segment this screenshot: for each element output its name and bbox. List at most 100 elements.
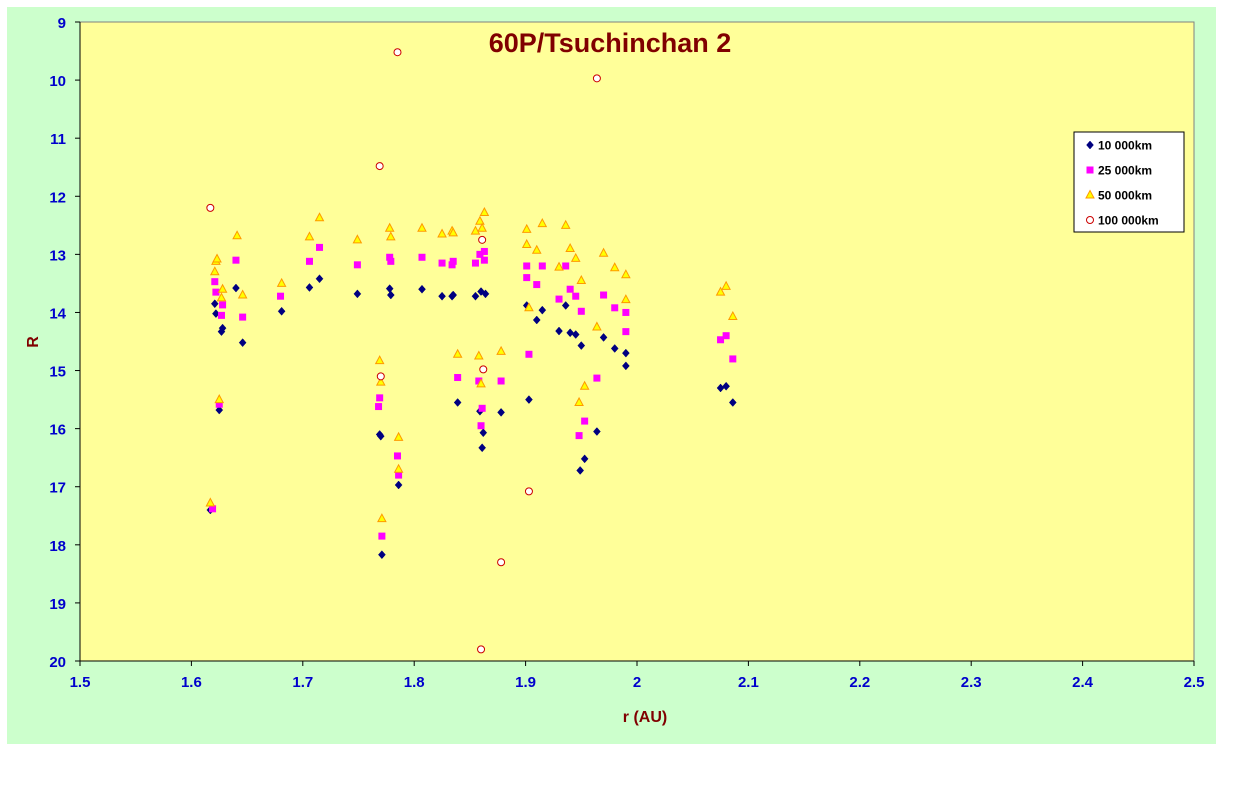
data-point: [622, 348, 630, 358]
data-point: [481, 289, 490, 299]
legend-marker: [1086, 166, 1094, 174]
legend-label: 10 000km: [1098, 139, 1152, 153]
data-point: [572, 292, 580, 300]
data-point: [477, 645, 486, 654]
data-point: [480, 256, 488, 264]
data-point: [497, 558, 506, 567]
data-point: [219, 301, 227, 309]
x-tick-label: 2.1: [738, 674, 759, 691]
data-point: [571, 330, 580, 339]
data-point: [315, 274, 324, 284]
data-point: [717, 336, 725, 344]
data-point: [217, 311, 225, 319]
data-point: [570, 252, 581, 262]
x-axis-title: r (AU): [623, 709, 667, 726]
data-point: [575, 432, 583, 440]
data-point: [232, 230, 242, 240]
data-point: [480, 247, 488, 255]
data-point: [454, 374, 462, 382]
data-point: [525, 350, 533, 358]
data-marks: [205, 48, 738, 654]
data-point: [217, 283, 228, 293]
data-point: [212, 288, 220, 296]
data-point: [215, 405, 224, 415]
data-point: [377, 513, 387, 523]
data-point: [497, 407, 505, 417]
data-point: [592, 74, 601, 83]
data-point: [523, 262, 531, 270]
data-point: [475, 377, 483, 385]
data-point: [560, 219, 571, 229]
data-point: [232, 283, 240, 293]
data-point: [478, 404, 486, 412]
data-point: [593, 374, 601, 382]
data-point: [600, 291, 608, 299]
data-point: [621, 294, 631, 304]
data-point: [561, 301, 570, 310]
data-point: [577, 307, 585, 315]
data-point: [206, 203, 215, 212]
data-point: [477, 422, 485, 430]
data-point: [622, 308, 630, 316]
data-point: [524, 487, 533, 496]
data-point: [386, 290, 395, 300]
data-point: [565, 242, 575, 253]
data-point: [579, 380, 590, 390]
data-point: [209, 505, 217, 513]
data-point: [470, 225, 481, 235]
x-tick-label: 2.2: [849, 674, 870, 691]
data-point: [477, 222, 487, 232]
data-point: [497, 377, 505, 385]
data-point: [592, 321, 602, 331]
data-point: [729, 355, 737, 363]
data-point: [393, 431, 404, 441]
y-tick-label: 10: [49, 73, 66, 90]
data-point: [378, 550, 386, 560]
data-point: [475, 215, 485, 225]
data-point: [722, 381, 730, 391]
y-tick-label: 12: [49, 189, 66, 206]
data-point: [538, 262, 546, 270]
legend: 10 000km 25 000km 50 000km 100 000km: [1073, 131, 1185, 233]
data-point: [216, 292, 227, 302]
x-tick-label: 2: [633, 674, 641, 691]
data-point: [393, 48, 402, 57]
legend-marker: [1086, 140, 1094, 150]
data-point: [580, 454, 589, 464]
y-tick-label: 11: [50, 131, 66, 148]
data-point: [376, 372, 385, 381]
data-point: [394, 480, 403, 490]
series-0: [206, 274, 737, 560]
data-point: [525, 395, 533, 404]
data-point: [598, 247, 609, 257]
legend-marker: [1086, 216, 1094, 224]
data-point: [210, 299, 219, 309]
axes: 1.5 1.6 1.7 1.8 1.9 2 2.1 2.2 2.3 2.4 2.5 9 10 11 12 13…: [49, 15, 1204, 691]
data-point: [209, 266, 220, 276]
data-point: [576, 466, 585, 475]
data-point: [722, 332, 730, 340]
data-point: [453, 398, 462, 407]
data-point: [352, 234, 363, 244]
data-point: [212, 253, 222, 263]
data-point: [555, 295, 563, 303]
data-point: [232, 256, 240, 264]
x-tick-label: 1.9: [515, 674, 536, 691]
legend-box: [1073, 131, 1185, 233]
data-point: [277, 306, 286, 316]
data-point: [609, 262, 620, 272]
data-point: [393, 452, 401, 460]
data-point: [276, 277, 287, 287]
data-point: [385, 231, 396, 241]
data-point: [395, 471, 403, 479]
data-point: [386, 253, 394, 261]
data-point: [521, 223, 532, 233]
data-point: [205, 497, 216, 507]
data-point: [473, 350, 484, 360]
data-point: [314, 212, 325, 222]
data-point: [374, 355, 385, 365]
data-point: [305, 257, 313, 265]
data-point: [478, 235, 487, 244]
data-point: [622, 361, 630, 371]
